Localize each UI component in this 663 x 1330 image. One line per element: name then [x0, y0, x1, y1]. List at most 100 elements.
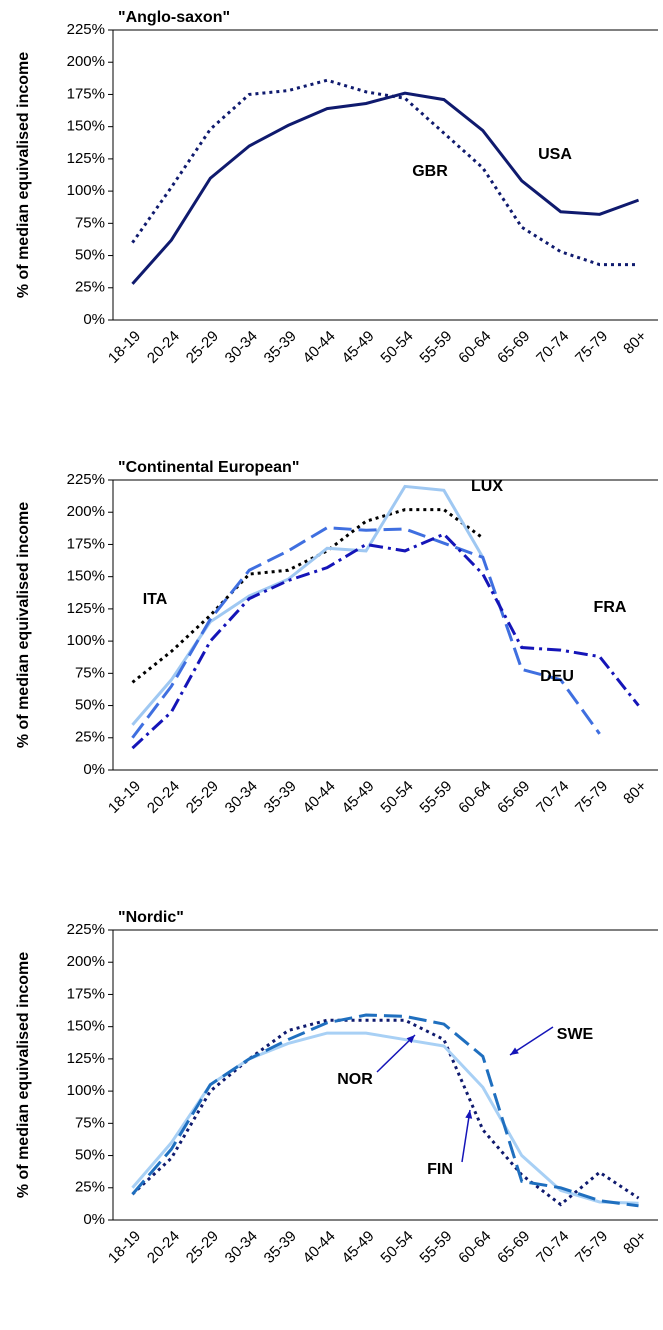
series-line — [131, 532, 640, 750]
arrow — [509, 1026, 554, 1056]
x-tick-label: 30-34 — [222, 328, 261, 367]
series-line — [131, 508, 484, 684]
y-tick-label: 225% — [67, 471, 105, 488]
chart-title: "Anglo-saxon" — [118, 9, 230, 26]
chart-title: "Continental European" — [118, 459, 299, 476]
x-tick-label: 60-64 — [455, 778, 494, 817]
series-label: LUX — [471, 478, 503, 495]
y-tick-label: 200% — [67, 953, 105, 970]
y-tick-label: 100% — [67, 182, 105, 199]
y-tick-label: 150% — [67, 118, 105, 135]
x-tick-label: 20-24 — [144, 778, 183, 817]
x-tick-label: 45-49 — [339, 328, 378, 367]
series-label: USA — [538, 146, 572, 163]
arrow-head — [465, 1110, 473, 1119]
y-tick-label: 75% — [75, 214, 105, 231]
arrow — [461, 1109, 471, 1163]
y-tick-label: 0% — [83, 1211, 105, 1228]
x-tick-label: 18-19 — [105, 778, 144, 817]
x-tick-label: 18-19 — [105, 328, 144, 367]
x-tick-label: 25-29 — [183, 1228, 222, 1267]
x-tick-label: 50-54 — [377, 778, 416, 817]
series-label: FIN — [427, 1161, 453, 1178]
y-tick-label: 175% — [67, 985, 105, 1002]
x-tick-label: 20-24 — [144, 328, 183, 367]
x-tick-label: 75-79 — [572, 328, 611, 367]
y-tick-label: 200% — [67, 503, 105, 520]
x-tick-label: 70-74 — [533, 778, 572, 817]
series-line — [131, 1031, 639, 1205]
series-line — [131, 91, 640, 285]
series-label: ITA — [143, 591, 168, 608]
x-tick-label: 45-49 — [339, 1228, 378, 1267]
x-tick-label: 30-34 — [222, 1228, 261, 1267]
y-tick-label: 75% — [75, 1114, 105, 1131]
y-tick-label: 100% — [67, 1082, 105, 1099]
x-tick-label: 50-54 — [377, 1228, 416, 1267]
y-tick-label: 100% — [67, 632, 105, 649]
x-tick-label: 75-79 — [572, 1228, 611, 1267]
x-tick-label: 60-64 — [455, 328, 494, 367]
y-tick-label: 125% — [67, 150, 105, 167]
arrow-head — [406, 1035, 415, 1044]
y-tick-label: 50% — [75, 247, 105, 264]
x-tick-label: 60-64 — [455, 1228, 494, 1267]
chart-title: "Nordic" — [118, 909, 184, 926]
y-tick-label: 25% — [75, 729, 105, 746]
x-tick-label: 35-39 — [261, 328, 300, 367]
series-label: FRA — [594, 599, 627, 616]
x-tick-label: 35-39 — [261, 1228, 300, 1267]
x-tick-label: 65-69 — [494, 778, 533, 817]
y-axis-label: % of median equivalised income — [15, 52, 32, 298]
y-tick-label: 0% — [83, 311, 105, 328]
y-tick-label: 25% — [75, 279, 105, 296]
y-tick-label: 225% — [67, 921, 105, 938]
x-tick-label: 45-49 — [339, 778, 378, 817]
x-tick-label: 25-29 — [183, 778, 222, 817]
y-tick-label: 225% — [67, 21, 105, 38]
x-tick-label: 18-19 — [105, 1228, 144, 1267]
y-tick-label: 200% — [67, 53, 105, 70]
arrow-head — [510, 1047, 519, 1055]
x-tick-label: 55-59 — [416, 328, 455, 367]
y-tick-label: 125% — [67, 600, 105, 617]
series-label: GBR — [412, 163, 448, 180]
x-tick-label: 75-79 — [572, 778, 611, 817]
arrow — [376, 1034, 416, 1073]
x-tick-label: 35-39 — [261, 778, 300, 817]
series-line — [131, 78, 639, 267]
x-tick-label: 50-54 — [377, 328, 416, 367]
x-tick-label: 70-74 — [533, 328, 572, 367]
x-tick-label: 40-44 — [300, 778, 339, 817]
series-label: DEU — [540, 668, 574, 685]
x-tick-label: 40-44 — [300, 328, 339, 367]
series-line — [131, 1018, 640, 1207]
x-tick-label: 40-44 — [300, 1228, 339, 1267]
series-line — [131, 1013, 639, 1208]
y-tick-label: 150% — [67, 1018, 105, 1035]
y-axis-label: % of median equivalised income — [15, 952, 32, 1198]
x-tick-label: 70-74 — [533, 1228, 572, 1267]
x-tick-label: 25-29 — [183, 328, 222, 367]
y-tick-label: 0% — [83, 761, 105, 778]
y-tick-label: 175% — [67, 85, 105, 102]
y-tick-label: 175% — [67, 535, 105, 552]
x-tick-label: 30-34 — [222, 778, 261, 817]
x-tick-label: 65-69 — [494, 328, 533, 367]
series-line — [131, 526, 601, 739]
y-tick-label: 75% — [75, 664, 105, 681]
x-tick-label: 80+ — [620, 1227, 650, 1257]
x-tick-label: 55-59 — [416, 778, 455, 817]
y-tick-label: 25% — [75, 1179, 105, 1196]
x-tick-label: 55-59 — [416, 1228, 455, 1267]
y-tick-label: 50% — [75, 697, 105, 714]
x-tick-label: 80+ — [620, 777, 650, 807]
y-tick-label: 50% — [75, 1147, 105, 1164]
x-tick-label: 80+ — [620, 327, 650, 357]
y-tick-label: 150% — [67, 568, 105, 585]
series-label: SWE — [557, 1026, 594, 1043]
series-label: NOR — [337, 1071, 373, 1088]
x-tick-label: 65-69 — [494, 1228, 533, 1267]
y-axis-label: % of median equivalised income — [15, 502, 32, 748]
